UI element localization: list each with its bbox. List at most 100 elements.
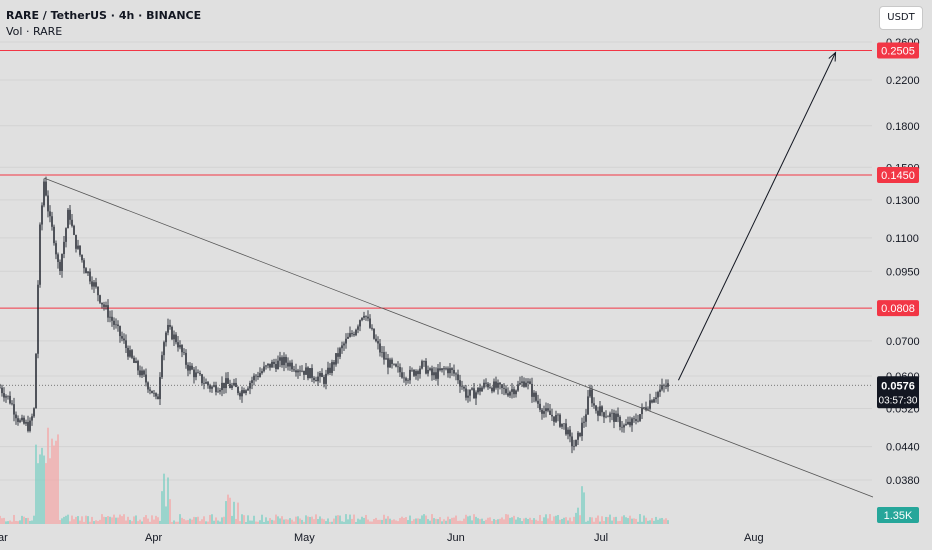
candle-body: [111, 316, 113, 321]
candle-body: [317, 376, 319, 382]
volume-bar: [299, 518, 301, 524]
candle-body: [275, 363, 277, 370]
volume-bar: [199, 521, 201, 524]
candle-body: [435, 372, 437, 379]
y-tick-label: 0.0700: [886, 336, 920, 348]
volume-bar: [303, 521, 305, 524]
candle-body: [401, 372, 403, 378]
candle-body: [367, 316, 369, 319]
candle-body: [17, 418, 19, 422]
volume-bar: [625, 517, 627, 524]
arrow-shaft[interactable]: [677, 52, 837, 381]
volume-bar: [235, 518, 237, 524]
candle-body: [473, 388, 475, 399]
volume-bar: [69, 521, 71, 524]
candle-body: [623, 425, 625, 428]
volume-bar: [247, 515, 249, 524]
candle-body: [341, 345, 343, 349]
candle-body: [109, 316, 111, 318]
volume-bar: [535, 519, 537, 524]
candle-body: [89, 271, 91, 282]
candle-body: [197, 372, 199, 374]
candle-body: [585, 414, 587, 422]
time-axis[interactable]: ar Apr May Jun Jul Aug: [0, 526, 872, 550]
current-price-badge-bg: [877, 376, 919, 409]
volume-bar: [597, 515, 599, 524]
candle-body: [305, 367, 307, 375]
volume-bar: [571, 521, 573, 524]
volume-bar: [541, 521, 543, 524]
volume-bar: [93, 521, 95, 524]
candle-body: [203, 383, 205, 384]
volume-bar: [139, 519, 141, 524]
countdown-label: 03:57:30: [879, 395, 918, 406]
volume-bar: [225, 501, 227, 524]
candle-body: [489, 387, 491, 388]
volume-bar: [397, 521, 399, 524]
volume-bar: [549, 514, 551, 524]
candle-body: [127, 347, 129, 357]
volume-bar: [297, 516, 299, 524]
volume-bar: [533, 518, 535, 524]
volume-badge: 1.35K: [884, 510, 913, 522]
x-tick-label: Apr: [145, 532, 162, 544]
currency-button[interactable]: USDT: [879, 6, 923, 30]
volume-bar: [15, 520, 17, 524]
trendline[interactable]: [44, 177, 895, 506]
volume-bar: [25, 518, 27, 524]
arrow-head: [828, 51, 837, 62]
candle-body: [131, 350, 133, 358]
volume-bar: [555, 515, 557, 524]
volume-bar: [627, 518, 629, 524]
volume-bar: [647, 520, 649, 524]
candle-body: [403, 377, 405, 379]
candle-body: [241, 390, 243, 397]
candle-body: [155, 393, 157, 397]
volume-bar: [463, 518, 465, 524]
volume-bar: [271, 519, 273, 524]
volume-bar: [295, 516, 297, 524]
candle-body: [601, 406, 603, 413]
candle-body: [651, 400, 653, 403]
volume-bar: [133, 516, 135, 524]
volume-bar: [611, 520, 613, 524]
volume-bar: [491, 520, 493, 524]
candle-body: [93, 282, 95, 287]
candle-body: [107, 305, 109, 318]
candle-body: [481, 387, 483, 392]
volume-bar: [131, 521, 133, 524]
candle-body: [69, 209, 71, 220]
volume-bars: [0, 427, 669, 524]
candle-body: [279, 357, 281, 361]
candle-body: [115, 324, 117, 326]
candle-body: [547, 408, 549, 411]
candle-body: [311, 368, 313, 378]
volume-bar: [239, 521, 241, 524]
drawing-annotations[interactable]: [44, 51, 895, 506]
candle-body: [165, 332, 167, 343]
candle-body: [59, 261, 61, 271]
volume-bar: [307, 516, 309, 524]
candle-body: [353, 334, 355, 336]
candle-body: [187, 364, 189, 371]
volume-bar: [345, 514, 347, 524]
price-axis[interactable]: 0.26000.22000.18000.15000.13000.11000.09…: [873, 0, 932, 550]
volume-label[interactable]: Vol · RARE: [6, 25, 63, 38]
symbol-title[interactable]: RARE / TetherUS · 4h · BINANCE: [6, 9, 202, 22]
volume-bar: [577, 507, 579, 524]
candle-body: [79, 245, 81, 255]
volume-bar: [257, 521, 259, 524]
candle-body: [455, 373, 457, 375]
volume-bar: [629, 515, 631, 524]
volume-bar: [341, 521, 343, 524]
volume-bar: [513, 515, 515, 524]
horizontal-levels[interactable]: [0, 49, 872, 309]
level-badge: 0.2505: [881, 45, 915, 57]
volume-bar: [191, 519, 193, 524]
candle-body: [501, 384, 503, 388]
volume-bar: [143, 517, 145, 524]
volume-bar: [159, 520, 161, 524]
volume-bar: [215, 517, 217, 524]
volume-bar: [659, 518, 661, 524]
